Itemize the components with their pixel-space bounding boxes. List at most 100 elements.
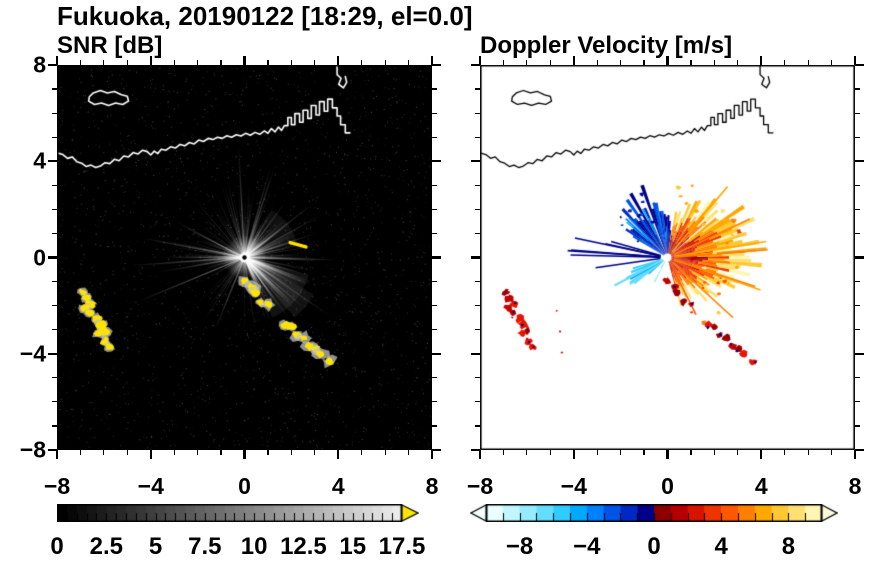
figure-title: Fukuoka, 20190122 [18:29, el=0.0] bbox=[57, 1, 473, 31]
axis-tick bbox=[432, 425, 437, 427]
axis-tick bbox=[690, 450, 692, 455]
axis-tick bbox=[48, 256, 57, 259]
axis-tick bbox=[432, 329, 437, 331]
doppler-colorbar-label: 4 bbox=[714, 533, 728, 560]
axis-tick bbox=[197, 450, 199, 455]
axis-tick bbox=[173, 450, 175, 455]
axis-tick bbox=[471, 63, 480, 67]
snr-colorbar-label: 10 bbox=[240, 533, 268, 560]
axis-tick bbox=[79, 450, 82, 455]
snr-x-tick-label: 0 bbox=[238, 473, 251, 499]
axis-tick bbox=[149, 450, 152, 459]
axis-tick bbox=[855, 256, 864, 259]
axis-tick bbox=[432, 232, 437, 235]
snr-x-tick-label: 4 bbox=[331, 473, 345, 499]
snr-colorbar-label: 12.5 bbox=[280, 533, 327, 560]
axis-tick bbox=[432, 256, 441, 259]
axis-tick bbox=[337, 450, 340, 459]
axis-tick bbox=[48, 448, 57, 452]
axis-tick bbox=[830, 450, 833, 455]
doppler-x-tick-label: 4 bbox=[754, 473, 768, 499]
snr-y-tick-label: 0 bbox=[33, 244, 46, 270]
doppler-colorbar-label: −8 bbox=[505, 533, 534, 560]
axis-tick bbox=[432, 280, 437, 283]
axis-tick bbox=[855, 377, 860, 379]
axis-tick bbox=[290, 450, 292, 455]
axis-tick bbox=[643, 450, 645, 455]
axis-tick bbox=[853, 450, 857, 459]
axis-tick bbox=[855, 208, 860, 210]
snr-colorbar-label: 0 bbox=[50, 533, 64, 560]
axis-tick bbox=[103, 450, 105, 455]
axis-tick bbox=[407, 450, 410, 455]
snr-heatmap-canvas bbox=[57, 65, 432, 450]
snr-x-tick-label: 8 bbox=[425, 473, 439, 499]
doppler-x-tick-label: 8 bbox=[848, 473, 862, 499]
axis-tick bbox=[478, 450, 482, 459]
doppler-x-tick-label: 0 bbox=[661, 473, 674, 499]
doppler-x-tick-label: −4 bbox=[560, 473, 587, 499]
axis-tick bbox=[855, 352, 864, 355]
axis-tick bbox=[384, 450, 386, 455]
axis-tick bbox=[471, 352, 480, 355]
axis-tick bbox=[596, 450, 598, 455]
axis-tick bbox=[432, 88, 437, 90]
axis-tick bbox=[432, 352, 441, 355]
axis-tick bbox=[855, 112, 860, 114]
axis-tick bbox=[549, 450, 551, 455]
axis-tick bbox=[855, 232, 860, 235]
axis-tick bbox=[807, 450, 809, 455]
axis-tick bbox=[432, 448, 441, 452]
axis-tick bbox=[572, 450, 575, 459]
axis-tick bbox=[760, 450, 763, 459]
axis-tick bbox=[855, 280, 860, 283]
axis-tick bbox=[430, 450, 434, 459]
axis-tick bbox=[713, 450, 715, 455]
axis-tick bbox=[855, 184, 860, 186]
snr-colorbar-label: 17.5 bbox=[378, 533, 426, 560]
snr-colorbar-label: 7.5 bbox=[188, 533, 222, 560]
snr-colorbar-label: 5 bbox=[148, 533, 163, 560]
axis-tick bbox=[337, 56, 340, 65]
snr-colorbar-label: 15 bbox=[339, 533, 367, 560]
axis-tick bbox=[432, 160, 441, 163]
snr-panel-title: SNR [dB] bbox=[57, 32, 163, 59]
doppler-heatmap-canvas bbox=[480, 65, 855, 450]
axis-tick bbox=[432, 184, 437, 186]
axis-tick bbox=[855, 88, 860, 90]
axis-tick bbox=[55, 450, 59, 459]
axis-tick bbox=[855, 63, 864, 67]
snr-y-tick-label: −4 bbox=[19, 340, 46, 367]
axis-tick bbox=[471, 160, 480, 163]
axis-tick bbox=[784, 450, 786, 455]
axis-tick bbox=[220, 450, 222, 455]
snr-y-tick-label: 4 bbox=[33, 147, 46, 174]
snr-colorbar bbox=[57, 504, 419, 522]
doppler-colorbar bbox=[470, 504, 838, 522]
axis-tick bbox=[471, 256, 480, 259]
doppler-colorbar-label: 0 bbox=[647, 533, 661, 560]
axis-tick bbox=[666, 450, 669, 459]
axis-tick bbox=[48, 63, 57, 67]
axis-tick bbox=[471, 448, 480, 452]
axis-tick bbox=[314, 450, 316, 455]
doppler-colorbar-label: −4 bbox=[573, 533, 601, 560]
axis-tick bbox=[502, 450, 505, 455]
axis-tick bbox=[855, 329, 860, 331]
doppler-colorbar-label: 8 bbox=[781, 533, 796, 560]
axis-tick bbox=[432, 208, 437, 210]
axis-tick bbox=[432, 377, 437, 379]
axis-tick bbox=[432, 63, 441, 67]
axis-tick bbox=[432, 401, 437, 403]
axis-tick bbox=[620, 450, 622, 455]
axis-tick bbox=[361, 450, 363, 455]
axis-tick bbox=[432, 136, 437, 138]
axis-tick bbox=[855, 160, 864, 163]
axis-tick bbox=[526, 450, 528, 455]
axis-tick bbox=[243, 450, 246, 459]
axis-tick bbox=[48, 352, 57, 355]
axis-tick bbox=[855, 136, 860, 138]
snr-y-tick-label: 8 bbox=[33, 51, 46, 78]
snr-x-tick-label: −8 bbox=[43, 473, 71, 499]
